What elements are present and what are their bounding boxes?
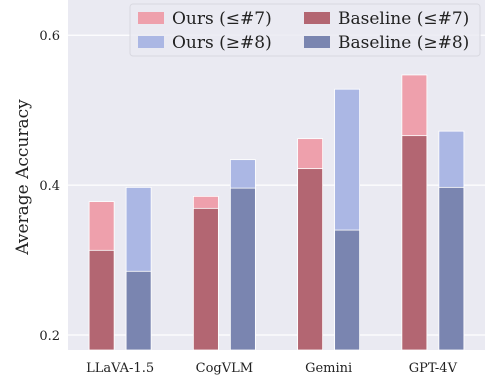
x-tick-label: Gemini bbox=[305, 361, 352, 376]
legend: Ours (≤#7) Baseline (≤#7) Ours (≥#8) Baseli… bbox=[129, 3, 481, 57]
legend-label: Baseline (≥#8) bbox=[338, 33, 469, 53]
legend-label: Baseline (≤#7) bbox=[338, 9, 469, 29]
bar-baseline-le7 bbox=[297, 168, 324, 351]
x-tick-label: LLaVA-1.5 bbox=[86, 361, 154, 376]
bars bbox=[88, 74, 465, 351]
bar-baseline-le7 bbox=[88, 249, 115, 351]
y-tick-label: 0.4 bbox=[39, 179, 60, 194]
legend-swatch bbox=[304, 36, 330, 48]
legend-label: Ours (≤#7) bbox=[172, 9, 272, 29]
y-tick-label: 0.2 bbox=[39, 329, 60, 344]
x-tick-labels: LLaVA-1.5 CogVLM Gemini GPT-4V bbox=[86, 361, 457, 376]
bar-baseline-ge8 bbox=[438, 186, 465, 351]
y-axis-label: Average Accuracy bbox=[13, 99, 33, 256]
bar-baseline-ge8 bbox=[125, 270, 152, 351]
x-tick-label: GPT-4V bbox=[409, 361, 458, 376]
bar-baseline-le7 bbox=[192, 207, 219, 351]
legend-swatch bbox=[138, 12, 164, 24]
x-tick-label: CogVLM bbox=[196, 361, 253, 376]
y-tick-label: 0.6 bbox=[39, 29, 60, 44]
legend-swatch bbox=[138, 36, 164, 48]
bar-baseline-le7 bbox=[401, 135, 428, 351]
y-tick-labels: 0.2 0.4 0.6 bbox=[39, 29, 60, 344]
bar-baseline-ge8 bbox=[334, 229, 361, 351]
legend-box bbox=[129, 3, 481, 57]
bar-baseline-ge8 bbox=[229, 187, 256, 351]
legend-swatch bbox=[304, 12, 330, 24]
legend-label: Ours (≥#8) bbox=[172, 33, 272, 53]
